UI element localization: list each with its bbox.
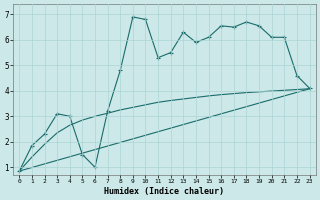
X-axis label: Humidex (Indice chaleur): Humidex (Indice chaleur) — [104, 187, 224, 196]
